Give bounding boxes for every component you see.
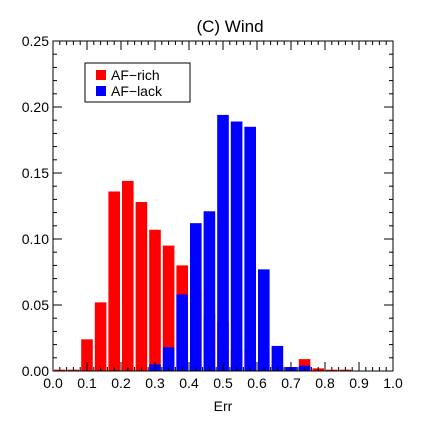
y-tick-label: 0.15 (22, 165, 49, 181)
bar-series-1-bin-10 (190, 223, 202, 371)
legend-swatch-af-rich (96, 70, 106, 80)
x-tick-label: 0.1 (77, 375, 97, 391)
x-tick-label: 0.6 (247, 375, 267, 391)
bar-series-0-bin-2 (81, 339, 93, 371)
y-tick-label: 0.25 (22, 33, 49, 49)
bar-series-0-bin-5 (122, 180, 134, 371)
x-tick-label: 0.0 (43, 375, 63, 391)
legend-swatch-af-lack (96, 86, 106, 96)
x-tick-label: 0.3 (145, 375, 165, 391)
bar-series-1-bin-13 (230, 121, 243, 372)
y-tick-label: 0.20 (22, 99, 49, 115)
x-tick-label: 0.5 (213, 375, 233, 391)
bar-series-1-bin-16 (271, 345, 284, 371)
bar-series-0-bin-7 (149, 229, 161, 371)
bar-series-0-bin-8 (162, 245, 175, 371)
x-axis-label: Err (214, 398, 233, 414)
x-tick-label: 1.0 (383, 375, 403, 391)
y-tick-label: 0.00 (22, 363, 49, 379)
chart-title: (C) Wind (196, 17, 263, 36)
bar-series-1-bin-14 (244, 126, 256, 371)
ticks-group: 0.0 0.1 0.2 0.3 0.4 0.5 0.6 0.7 0.8 0.9 1.0 0.00 0.0… (22, 33, 403, 391)
x-tick-label: 0.2 (111, 375, 131, 391)
bar-series-1-bin-12 (217, 114, 229, 372)
bar-series-1-bin-8 (162, 347, 175, 371)
legend-label-af-rich: AF−rich (111, 67, 160, 83)
bar-series-0-bin-4 (108, 191, 120, 371)
bar-series-0-bin-3 (94, 302, 107, 371)
legend: AF−rich AF−lack (84, 62, 191, 103)
y-tick-label: 0.05 (22, 297, 49, 313)
bar-series-0-bin-6 (135, 202, 148, 371)
bars-group (54, 114, 352, 372)
bar-series-1-bin-9 (176, 294, 188, 371)
x-tick-label: 0.4 (179, 375, 199, 391)
legend-label-af-lack: AF−lack (111, 83, 163, 99)
x-tick-label: 0.9 (349, 375, 369, 391)
y-tick-label: 0.10 (22, 231, 49, 247)
bar-series-1-bin-15 (258, 269, 270, 371)
x-tick-label: 0.7 (281, 375, 301, 391)
bar-series-1-bin-11 (203, 211, 216, 371)
bar-series-0-bin-18 (298, 359, 311, 371)
x-tick-label: 0.8 (315, 375, 335, 391)
